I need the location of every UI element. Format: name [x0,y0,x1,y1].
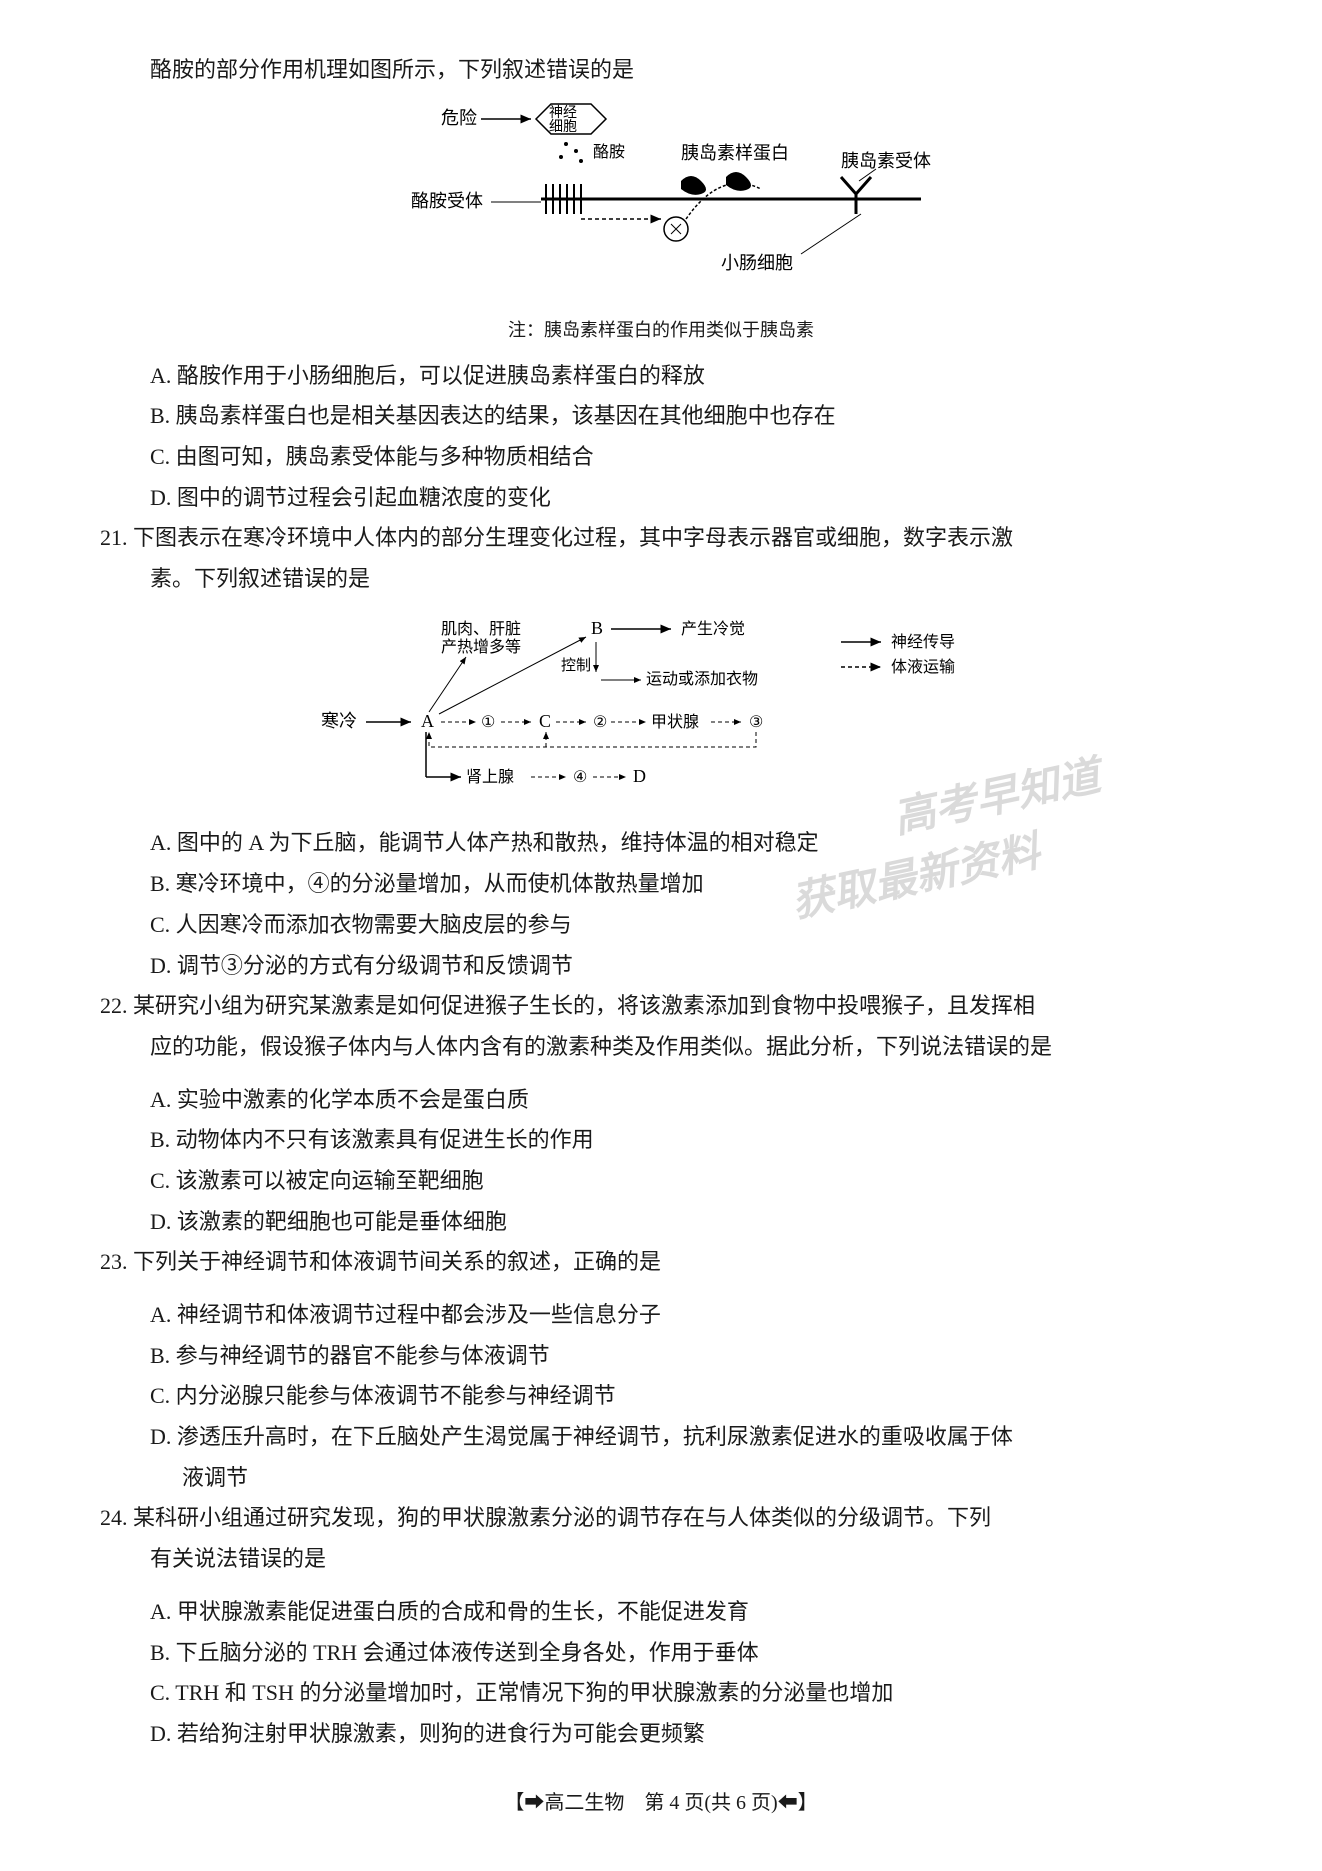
svg-text:产热增多等: 产热增多等 [441,638,521,656]
diagram-20-caption: 注：胰岛素样蛋白的作用类似于胰岛素 [100,314,1222,347]
page-content: 高考早知道 获取最新资料 酪胺的部分作用机理如图所示，下列叙述错误的是 危险 神… [100,50,1222,1822]
svg-text:寒冷: 寒冷 [321,711,357,731]
q21-stem-cont: 素。下列叙述错误的是 [100,559,1222,600]
q24-stem-cont: 有关说法错误的是 [100,1539,1222,1580]
q22-stem-text: 某研究小组为研究某激素是如何促进猴子生长的，将该激素添加到食物中投喂猴子，且发挥… [133,993,1035,1018]
svg-text:体液运输: 体液运输 [891,658,955,676]
page-footer: 【➡高二生物 第 4 页(共 6 页)⬅】 [100,1785,1222,1822]
q22-option-a: A. 实验中激素的化学本质不会是蛋白质 [100,1080,1222,1121]
q23-option-d-cont: 液调节 [100,1458,1222,1499]
svg-text:细胞: 细胞 [549,119,577,135]
svg-text:B: B [591,618,603,638]
q20-option-c: C. 由图可知，胰岛素受体能与多种物质相结合 [100,437,1222,478]
svg-text:肾上腺: 肾上腺 [466,768,514,786]
q23-option-d: D. 渗透压升高时，在下丘脑处产生渴觉属于神经调节，抗利尿激素促进水的重吸收属于… [100,1417,1222,1458]
q20-option-b: B. 胰岛素样蛋白也是相关基因表达的结果，该基因在其他细胞中也存在 [100,396,1222,437]
svg-text:④: ④ [573,769,587,786]
q23-option-c: C. 内分泌腺只能参与体液调节不能参与神经调节 [100,1376,1222,1417]
q24-option-c: C. TRH 和 TSH 的分泌量增加时，正常情况下狗的甲状腺激素的分泌量也增加 [100,1673,1222,1714]
svg-text:运动或添加衣物: 运动或添加衣物 [646,670,758,688]
svg-text:神经传导: 神经传导 [891,633,955,651]
svg-text:胰岛素受体: 胰岛素受体 [841,151,931,171]
question-21: 21. 下图表示在寒冷环境中人体内的部分生理变化过程，其中字母表示器官或细胞，数… [100,518,1222,599]
svg-text:神经: 神经 [549,105,577,121]
q21-option-c: C. 人因寒冷而添加衣物需要大脑皮层的参与 [100,905,1222,946]
svg-text:酪胺: 酪胺 [593,143,625,161]
q24-stem-text: 某科研小组通过研究发现，狗的甲状腺激素分泌的调节存在与人体类似的分级调节。下列 [133,1505,991,1530]
q21-stem-text: 下图表示在寒冷环境中人体内的部分生理变化过程，其中字母表示器官或细胞，数字表示激 [133,525,1013,550]
q20-stem-continuation: 酪胺的部分作用机理如图所示，下列叙述错误的是 [100,50,1222,91]
d20-label-danger: 危险 [441,108,477,128]
svg-text:酪胺受体: 酪胺受体 [411,191,483,211]
q21-option-a: A. 图中的 A 为下丘脑，能调节人体产热和散热，维持体温的相对稳定 [100,823,1222,864]
question-22: 22. 某研究小组为研究某激素是如何促进猴子生长的，将该激素添加到食物中投喂猴子… [100,986,1222,1067]
svg-text:①: ① [481,714,495,731]
svg-text:A: A [421,711,434,731]
q22-number: 22. [100,993,128,1018]
q22-option-d: D. 该激素的靶细胞也可能是垂体细胞 [100,1202,1222,1243]
q23-stem: 23. 下列关于神经调节和体液调节间关系的叙述，正确的是 [100,1242,1222,1283]
q20-option-d: D. 图中的调节过程会引起血糖浓度的变化 [100,478,1222,519]
question-23: 23. 下列关于神经调节和体液调节间关系的叙述，正确的是 [100,1242,1222,1283]
q20-option-a: A. 酪胺作用于小肠细胞后，可以促进胰岛素样蛋白的释放 [100,356,1222,397]
question-24: 24. 某科研小组通过研究发现，狗的甲状腺激素分泌的调节存在与人体类似的分级调节… [100,1498,1222,1579]
q24-stem: 24. 某科研小组通过研究发现，狗的甲状腺激素分泌的调节存在与人体类似的分级调节… [100,1498,1222,1539]
q21-option-b: B. 寒冷环境中，④的分泌量增加，从而使机体散热量增加 [100,864,1222,905]
svg-text:C: C [539,711,551,731]
q21-stem: 21. 下图表示在寒冷环境中人体内的部分生理变化过程，其中字母表示器官或细胞，数… [100,518,1222,559]
q24-option-b: B. 下丘脑分泌的 TRH 会通过体液传送到全身各处，作用于垂体 [100,1633,1222,1674]
svg-text:③: ③ [749,714,763,731]
diagram-20: 危险 神经 细胞 酪胺 酪胺受体 胰岛素样蛋白 [100,99,1222,348]
svg-text:甲状腺: 甲状腺 [651,713,699,731]
svg-text:小肠细胞: 小肠细胞 [721,253,793,273]
svg-text:D: D [633,766,646,786]
svg-text:产生冷觉: 产生冷觉 [681,620,745,638]
svg-text:胰岛素样蛋白: 胰岛素样蛋白 [681,143,789,163]
svg-text:控制: 控制 [561,657,591,674]
svg-text:②: ② [593,714,607,731]
q24-option-d: D. 若给狗注射甲状腺激素，则狗的进食行为可能会更频繁 [100,1714,1222,1755]
q23-number: 23. [100,1249,128,1274]
q24-number: 24. [100,1505,128,1530]
q23-option-a: A. 神经调节和体液调节过程中都会涉及一些信息分子 [100,1295,1222,1336]
diagram-21: 肌肉、肝脏 产热增多等 B 产生冷觉 控制 运动或添加衣物 神经传导 体液运输 … [100,612,1222,816]
q23-stem-text: 下列关于神经调节和体液调节间关系的叙述，正确的是 [133,1249,661,1274]
q24-option-a: A. 甲状腺激素能促进蛋白质的合成和骨的生长，不能促进发育 [100,1592,1222,1633]
svg-text:肌肉、肝脏: 肌肉、肝脏 [441,620,521,638]
q23-option-b: B. 参与神经调节的器官不能参与体液调节 [100,1336,1222,1377]
q22-stem: 22. 某研究小组为研究某激素是如何促进猴子生长的，将该激素添加到食物中投喂猴子… [100,986,1222,1027]
q22-stem-cont: 应的功能，假设猴子体内与人体内含有的激素种类及作用类似。据此分析，下列说法错误的… [100,1027,1222,1068]
q21-option-d: D. 调节③分泌的方式有分级调节和反馈调节 [100,946,1222,987]
q22-option-c: C. 该激素可以被定向运输至靶细胞 [100,1161,1222,1202]
q21-number: 21. [100,525,128,550]
q22-option-b: B. 动物体内不只有该激素具有促进生长的作用 [100,1120,1222,1161]
